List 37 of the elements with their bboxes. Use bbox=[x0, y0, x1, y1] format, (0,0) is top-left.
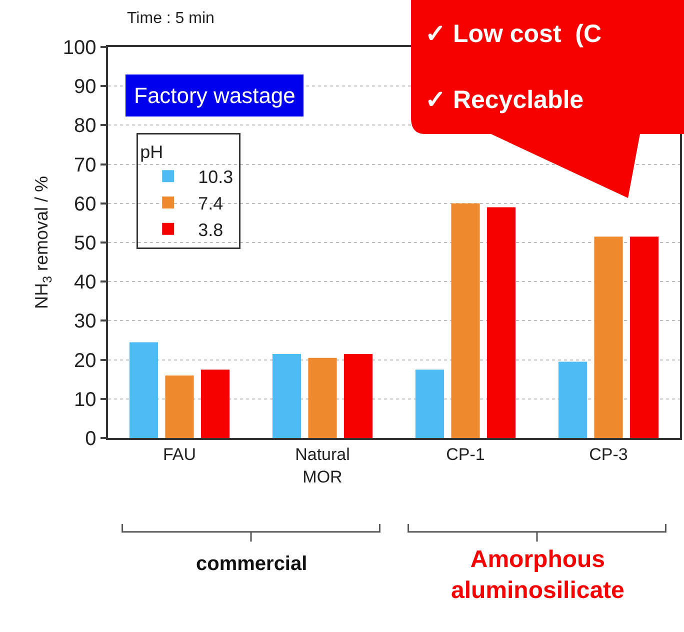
annotation: ✓ Low cost (C bbox=[425, 20, 602, 48]
bar bbox=[594, 236, 623, 438]
x-tick-label: FAU bbox=[162, 445, 196, 464]
bar bbox=[415, 370, 444, 438]
legend-label: 7.4 bbox=[198, 194, 224, 214]
y-tick-label: 60 bbox=[74, 193, 96, 216]
bar bbox=[272, 354, 302, 438]
text: Time : 5 min bbox=[127, 10, 214, 27]
y-tick-label: 10 bbox=[74, 388, 96, 411]
bar bbox=[308, 358, 337, 438]
y-tick-label: 70 bbox=[74, 154, 96, 176]
bar bbox=[129, 342, 158, 438]
x-tick-label: Natural MOR bbox=[295, 445, 350, 486]
text: Amorphous aluminosilicate bbox=[451, 546, 624, 604]
bar bbox=[451, 203, 480, 438]
bar bbox=[344, 354, 373, 438]
y-tick-label: 50 bbox=[74, 232, 96, 254]
y-tick-label: 30 bbox=[74, 310, 96, 333]
bar bbox=[486, 207, 516, 438]
y-tick-label: 20 bbox=[74, 350, 96, 372]
y-tick-label: 80 bbox=[74, 115, 96, 138]
annotation: Factory wastage bbox=[134, 83, 296, 108]
annotation: ✓ Recyclable bbox=[425, 86, 584, 114]
y-tick-label: 40 bbox=[74, 272, 96, 294]
bar bbox=[200, 370, 230, 438]
bar bbox=[630, 236, 659, 438]
x-tick-label: CP-3 bbox=[589, 445, 628, 464]
y-tick-label: 0 bbox=[85, 428, 96, 450]
x-tick-label: CP-1 bbox=[446, 445, 485, 464]
y-tick-label: 90 bbox=[74, 76, 96, 98]
bar bbox=[558, 362, 588, 438]
legend-label: 3.8 bbox=[198, 220, 224, 240]
legend-title: pH bbox=[140, 142, 164, 162]
bar bbox=[165, 375, 194, 438]
y-tick-label: 100 bbox=[62, 37, 96, 59]
legend-label: 10.3 bbox=[198, 167, 234, 188]
text: commercial bbox=[196, 553, 308, 575]
